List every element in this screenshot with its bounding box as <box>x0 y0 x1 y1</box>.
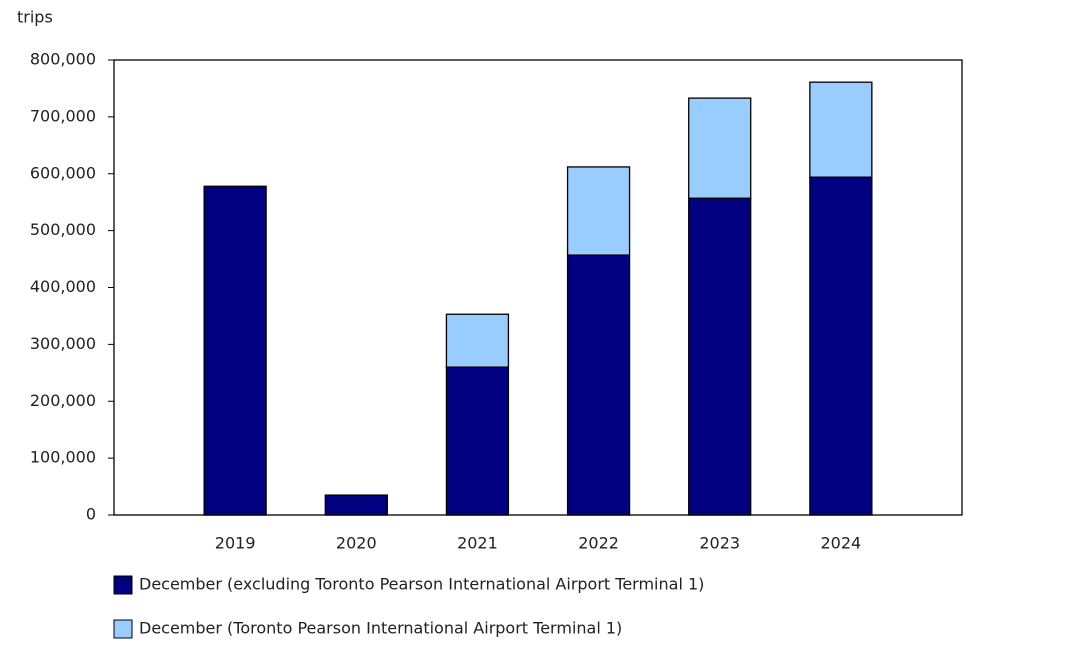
plot-frame <box>113 59 963 516</box>
x-tick-label: 2023 <box>699 534 740 553</box>
bar-segment <box>324 494 388 516</box>
y-axis-label: trips <box>17 8 53 27</box>
y-tick-label: 800,000 <box>30 50 96 69</box>
y-tick-label: 400,000 <box>30 277 96 296</box>
bar-segment <box>445 313 510 368</box>
bar-segment <box>688 197 752 516</box>
bar-segment <box>809 81 873 178</box>
x-tick-label: 2024 <box>820 534 861 553</box>
bar-segment <box>445 366 510 516</box>
x-tick-label: 2021 <box>457 534 498 553</box>
y-tick-label: 200,000 <box>30 391 96 410</box>
bar-segment <box>203 185 267 516</box>
legend-swatch <box>113 575 133 595</box>
bar-segment <box>809 176 873 516</box>
legend-swatch <box>113 619 133 639</box>
bar-segment <box>566 166 631 256</box>
bar-segment <box>688 97 752 199</box>
y-tick-label: 100,000 <box>30 448 96 467</box>
bar-segment <box>566 254 631 516</box>
legend-label: December (Toronto Pearson International … <box>139 619 622 638</box>
y-tick-label: 600,000 <box>30 163 96 182</box>
y-tick-label: 300,000 <box>30 334 96 353</box>
y-tick-label: 700,000 <box>30 106 96 125</box>
x-tick-label: 2019 <box>215 534 256 553</box>
x-tick-label: 2020 <box>336 534 377 553</box>
y-tick-label: 0 <box>86 505 96 524</box>
x-tick-label: 2022 <box>578 534 619 553</box>
y-tick-label: 500,000 <box>30 220 96 239</box>
legend-label: December (excluding Toronto Pearson Inte… <box>139 575 704 594</box>
